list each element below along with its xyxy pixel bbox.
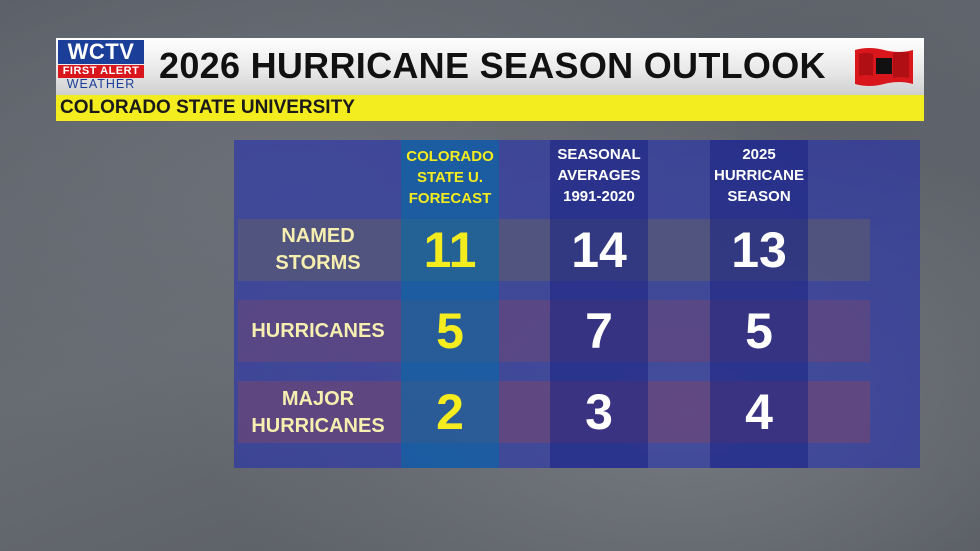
title-bar: WCTV FIRST ALERT WEATHER 2026 HURRICANE …	[56, 38, 924, 95]
subtitle-bar: COLORADO STATE UNIVERSITY	[56, 95, 924, 121]
value-major-hurricanes-2025: 4	[745, 384, 773, 440]
value-hurricanes-average: 7	[585, 303, 613, 359]
logo-tagline: FIRST ALERT	[58, 65, 144, 78]
row-label-hurricanes: HURRICANES	[251, 320, 385, 342]
logo-callsign: WCTV	[58, 40, 144, 64]
page-title: 2026 HURRICANE SEASON OUTLOOK	[159, 45, 826, 86]
value-hurricanes-csu: 5	[436, 303, 464, 359]
station-logo: WCTV FIRST ALERT WEATHER	[58, 40, 144, 91]
logo-weather: WEATHER	[66, 77, 136, 91]
column-2025-season	[710, 140, 808, 468]
column-seasonal-averages	[550, 140, 648, 468]
value-major-hurricanes-average: 3	[585, 384, 613, 440]
column-csu-forecast	[401, 140, 499, 468]
value-named-storms-csu: 11	[423, 222, 477, 278]
column-header-csu: COLORADO STATE U. FORECAST	[406, 148, 494, 207]
row-label-major-hurricanes: MAJOR HURRICANES	[251, 388, 385, 437]
column-header-2025: 2025 HURRICANE SEASON	[714, 146, 804, 205]
value-hurricanes-2025: 5	[745, 303, 773, 359]
value-named-storms-average: 14	[571, 222, 627, 278]
value-named-storms-2025: 13	[731, 222, 787, 278]
page-subtitle: COLORADO STATE UNIVERSITY	[60, 97, 355, 118]
value-major-hurricanes-csu: 2	[436, 384, 464, 440]
column-header-averages: SEASONAL AVERAGES 1991-2020	[557, 146, 641, 205]
hurricane-warning-flag-icon	[855, 48, 913, 86]
row-label-named-storms: NAMED STORMS	[275, 225, 361, 274]
